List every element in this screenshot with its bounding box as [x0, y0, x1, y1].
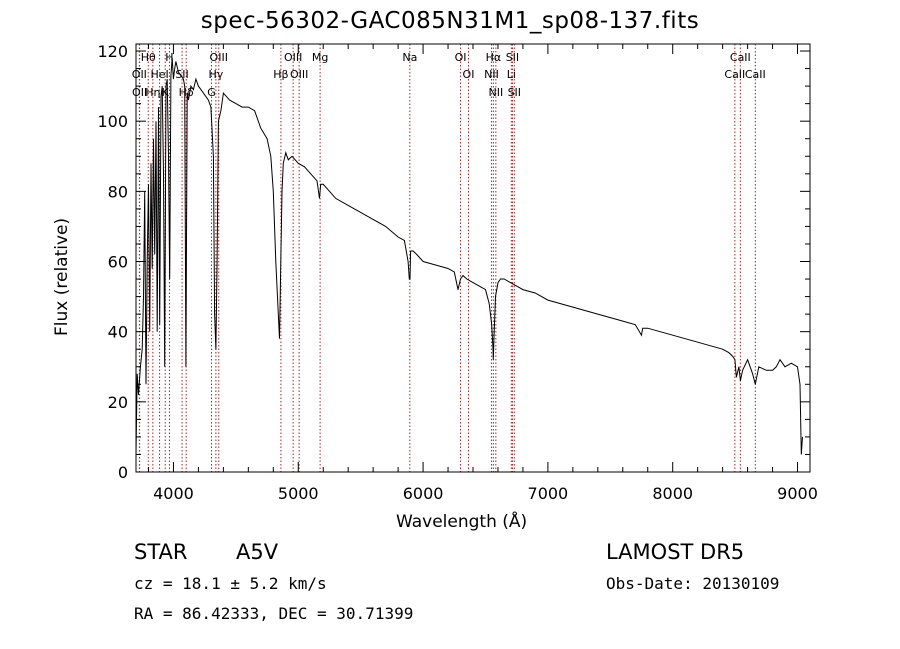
line-marker-label: Mg: [312, 51, 328, 64]
line-marker-label: CaII: [724, 68, 745, 81]
line-marker-label: NII: [484, 68, 499, 81]
line-marker-label: G: [207, 86, 216, 99]
line-marker-label: Hη: [145, 86, 160, 99]
plot-axes: [135, 43, 811, 473]
x-tick-label: 8000: [652, 484, 693, 503]
line-marker-label: OI: [455, 51, 467, 64]
chart-title: spec-56302-GAC085N31M1_sp08-137.fits: [200, 8, 700, 34]
coordinates: RA = 86.42333, DEC = 30.71399: [134, 604, 414, 623]
spectrum-line: [135, 57, 803, 455]
plot-frame: [135, 43, 811, 473]
line-marker-label: Hγ: [208, 68, 223, 81]
y-tick-label: 20: [108, 393, 128, 412]
x-tick-label: 7000: [528, 484, 569, 503]
line-marker-label: Hβ: [273, 68, 288, 81]
line-marker-label: OIII: [284, 51, 302, 64]
line-marker-label: Hθ: [141, 51, 156, 64]
line-marker-label: OIII: [210, 51, 228, 64]
y-axis-label: Flux (relative): [52, 217, 72, 336]
observation-date: Obs-Date: 20130109: [606, 574, 780, 593]
x-tick-labels: 4000 5000 6000 7000 8000 9000: [153, 484, 818, 503]
object-subclass: A5V: [236, 540, 279, 564]
y-tick-label: 80: [108, 182, 128, 201]
y-tick-label: 40: [108, 323, 128, 342]
y-tick-label: 120: [97, 42, 128, 61]
redshift-info: cz = 18.1 ± 5.2 km/s: [134, 574, 327, 593]
line-marker-label: SII: [175, 68, 188, 81]
x-tick-label: 4000: [153, 484, 194, 503]
line-marker-label: H: [165, 51, 173, 64]
x-tick-label: 6000: [403, 484, 444, 503]
line-marker-label: Hα: [486, 51, 502, 64]
x-axis-label: Wavelength (Å): [396, 512, 528, 532]
survey-name: LAMOST DR5: [606, 540, 745, 564]
y-tick-labels: 0 20 40 60 80 100 120: [97, 42, 128, 482]
line-marker-label: HeI: [150, 68, 168, 81]
line-marker-label: CaII: [745, 68, 766, 81]
line-marker-label: OI: [463, 68, 475, 81]
line-marker-label: CaII: [730, 51, 751, 64]
line-marker-label: SII: [506, 51, 519, 64]
spectral-line-markers: [138, 44, 756, 472]
x-tick-label: 5000: [278, 484, 319, 503]
line-marker-label: SII: [508, 86, 521, 99]
y-axis-label-wrap: Flux (relative): [52, 218, 170, 356]
line-marker-label: NII: [488, 86, 503, 99]
y-tick-label: 100: [97, 112, 128, 131]
x-tick-label: 9000: [777, 484, 818, 503]
line-marker-label: OIII: [290, 68, 308, 81]
y-tick-label: 0: [118, 463, 128, 482]
line-marker-label: OII: [132, 68, 147, 81]
object-class: STAR: [134, 540, 188, 564]
line-marker-label: Na: [402, 51, 417, 64]
line-marker-label: Li: [507, 68, 516, 81]
y-tick-label: 60: [108, 253, 128, 272]
